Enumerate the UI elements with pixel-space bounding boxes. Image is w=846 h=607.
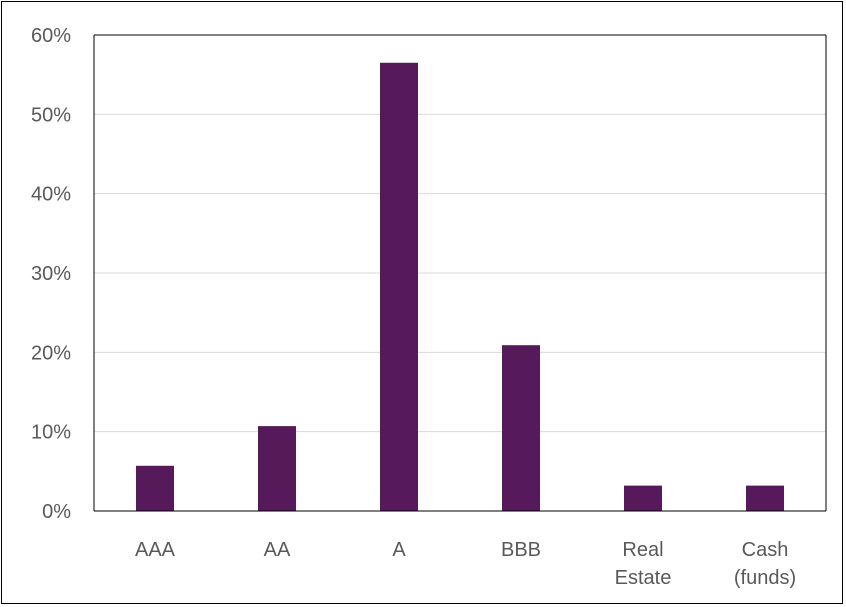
y-tick-label: 10% [31, 422, 71, 444]
bar [746, 485, 784, 511]
y-tick-label: 60% [31, 25, 71, 47]
bar [502, 345, 540, 511]
x-tick-label: BBB [501, 539, 541, 561]
x-tick-label: Real Estate [615, 539, 672, 589]
bar [380, 62, 418, 512]
y-tick-label: 20% [31, 342, 71, 364]
y-tick-label: 40% [31, 184, 71, 206]
x-tick-label: A [392, 539, 406, 561]
bar [136, 465, 174, 511]
x-tick-label: Cash (funds) [734, 539, 796, 589]
y-tick-label: 30% [31, 263, 71, 285]
y-tick-label: 0% [42, 501, 71, 523]
x-tick-label: AA [264, 539, 291, 561]
bar [624, 485, 662, 511]
bar [258, 426, 296, 511]
y-tick-label: 50% [31, 104, 71, 126]
x-tick-label: AAA [135, 539, 176, 561]
